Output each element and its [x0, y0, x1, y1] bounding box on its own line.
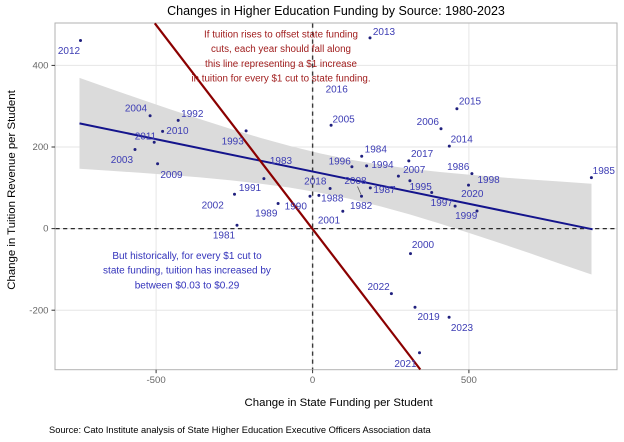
svg-text:1982: 1982 [350, 201, 373, 212]
svg-text:2016: 2016 [326, 84, 349, 95]
svg-text:2007: 2007 [403, 165, 426, 176]
svg-text:2019: 2019 [417, 312, 440, 323]
svg-text:1988: 1988 [321, 193, 344, 204]
svg-text:1986: 1986 [447, 162, 470, 173]
svg-text:2003: 2003 [111, 155, 134, 166]
svg-text:2004: 2004 [125, 104, 148, 115]
svg-text:0: 0 [310, 375, 315, 386]
svg-text:1990: 1990 [285, 202, 308, 213]
svg-text:1994: 1994 [371, 160, 394, 171]
svg-text:2012: 2012 [58, 46, 81, 57]
svg-text:1995: 1995 [410, 182, 433, 193]
svg-text:2005: 2005 [332, 115, 355, 126]
svg-text:1989: 1989 [255, 208, 278, 219]
svg-text:2014: 2014 [451, 135, 474, 146]
svg-text:-500: -500 [146, 375, 165, 386]
svg-text:2010: 2010 [166, 126, 189, 137]
svg-text:1981: 1981 [213, 231, 236, 242]
svg-text:1999: 1999 [455, 211, 478, 222]
svg-text:2021: 2021 [394, 359, 417, 370]
svg-text:2000: 2000 [412, 240, 435, 251]
svg-text:2020: 2020 [461, 189, 484, 200]
svg-text:state funding, tuition has inc: state funding, tuition has increased by [103, 266, 271, 277]
svg-text:200: 200 [32, 142, 48, 153]
svg-text:2015: 2015 [459, 96, 482, 107]
svg-text:2001: 2001 [318, 215, 341, 226]
svg-text:400: 400 [32, 61, 48, 72]
svg-text:2018: 2018 [304, 177, 327, 188]
svg-text:Source: Cato Institute analysi: Source: Cato Institute analysis of State… [49, 425, 432, 435]
svg-text:Change in Tuition Revenue per: Change in Tuition Revenue per Student [6, 89, 18, 289]
svg-text:2022: 2022 [367, 282, 390, 293]
svg-text:1993: 1993 [222, 137, 245, 148]
svg-text:-200: -200 [29, 305, 48, 316]
svg-text:2009: 2009 [160, 170, 183, 181]
svg-text:in tuition for every $1 cut to: in tuition for every $1 cut to state fun… [191, 73, 370, 84]
svg-text:2011: 2011 [135, 132, 157, 143]
svg-text:500: 500 [461, 375, 477, 386]
svg-text:1997: 1997 [431, 198, 454, 209]
svg-text:1987: 1987 [373, 185, 396, 196]
svg-text:1985: 1985 [593, 166, 616, 177]
svg-text:1998: 1998 [477, 175, 500, 186]
svg-text:1992: 1992 [181, 109, 204, 120]
svg-text:2006: 2006 [417, 117, 440, 128]
svg-text:1984: 1984 [365, 145, 388, 156]
svg-text:If tuition rises to offset sta: If tuition rises to offset state funding [204, 29, 358, 40]
svg-text:between $0.03 to $0.29: between $0.03 to $0.29 [135, 280, 240, 291]
svg-text:0: 0 [43, 224, 48, 235]
svg-text:2013: 2013 [373, 27, 396, 38]
svg-text:cuts, each year should fall al: cuts, each year should fall along [211, 44, 351, 55]
svg-text:Changes in Higher Education Fu: Changes in Higher Education Funding by S… [167, 4, 505, 18]
svg-text:But historically, for every $1: But historically, for every $1 cut to [112, 251, 262, 262]
svg-text:2023: 2023 [451, 323, 474, 334]
svg-text:1991: 1991 [239, 183, 262, 194]
svg-text:1983: 1983 [270, 156, 293, 167]
svg-text:2008: 2008 [344, 176, 367, 187]
svg-text:2002: 2002 [202, 200, 225, 211]
svg-text:Change in State Funding per St: Change in State Funding per Student [245, 397, 434, 409]
svg-text:2017: 2017 [411, 149, 434, 160]
svg-text:this line representing a $1 in: this line representing a $1 increase [205, 59, 357, 70]
svg-text:1996: 1996 [329, 156, 352, 167]
